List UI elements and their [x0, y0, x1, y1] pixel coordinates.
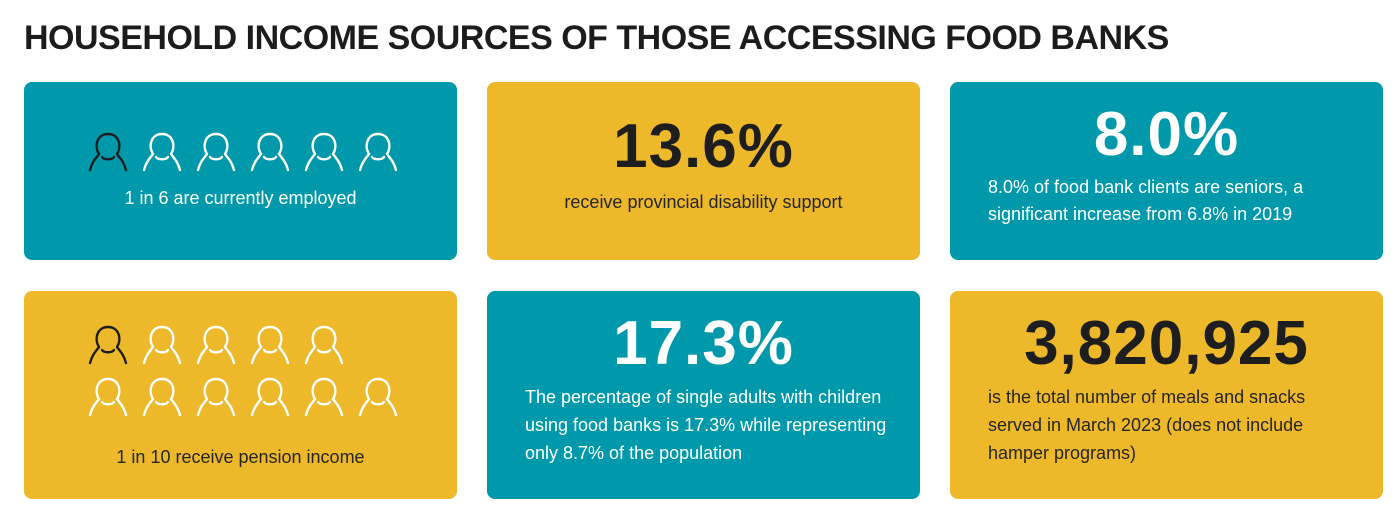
employed-people-row	[84, 128, 402, 176]
person-icon	[196, 132, 236, 172]
pension-card: 1 in 10 receive pension income	[24, 291, 457, 499]
pension-caption: 1 in 10 receive pension income	[116, 447, 365, 467]
person-icon	[358, 377, 398, 417]
seniors-description: 8.0% of food bank clients are seniors, a…	[988, 177, 1304, 224]
meals-card: 3,820,925 is the total number of meals a…	[950, 291, 1383, 499]
person-highlighted-icon	[88, 132, 128, 172]
person-icon	[250, 132, 290, 172]
disability-card: 13.6% receive provincial disability supp…	[487, 82, 920, 260]
single-adults-description: The percentage of single adults with chi…	[525, 387, 887, 463]
pension-people-row-1	[84, 321, 348, 369]
person-highlighted-icon	[88, 325, 128, 365]
person-icon	[304, 132, 344, 172]
person-icon	[196, 325, 236, 365]
person-icon	[304, 325, 344, 365]
person-icon	[88, 377, 128, 417]
meals-description: is the total number of meals and snacks …	[988, 387, 1306, 463]
disability-stat: 13.6%	[613, 112, 794, 181]
person-icon	[358, 132, 398, 172]
person-icon	[142, 132, 182, 172]
meals-stat: 3,820,925	[1024, 309, 1309, 378]
person-icon	[142, 377, 182, 417]
pension-people-row-2	[84, 373, 402, 421]
person-icon	[250, 377, 290, 417]
seniors-stat: 8.0%	[1093, 100, 1240, 169]
person-icon	[304, 377, 344, 417]
employed-card: 1 in 6 are currently employed	[24, 82, 457, 260]
person-icon	[142, 325, 182, 365]
person-icon	[250, 325, 290, 365]
seniors-card: 8.0% 8.0% of food bank clients are senio…	[950, 82, 1383, 260]
employed-caption: 1 in 6 are currently employed	[124, 188, 357, 208]
disability-description: receive provincial disability support	[564, 192, 843, 212]
page-title: HOUSEHOLD INCOME SOURCES OF THOSE ACCESS…	[24, 19, 1169, 57]
single-adults-card: 17.3% The percentage of single adults wi…	[487, 291, 920, 499]
person-icon	[196, 377, 236, 417]
single-adults-stat: 17.3%	[613, 309, 794, 378]
